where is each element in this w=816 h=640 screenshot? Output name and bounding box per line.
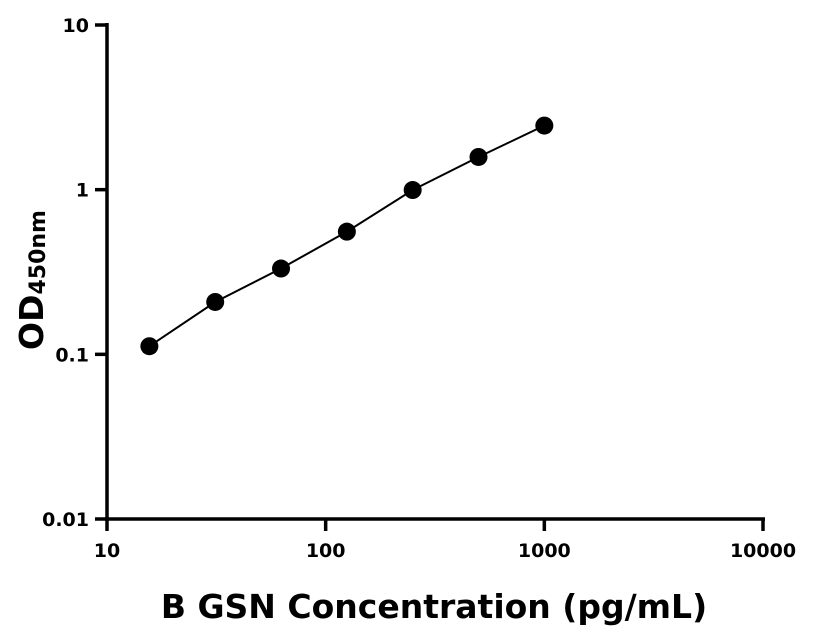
- data-points: [140, 116, 554, 356]
- y-axis-title-main: OD: [12, 295, 51, 350]
- data-point: [140, 337, 159, 356]
- y-tick-label: 10: [63, 15, 89, 37]
- x-tick-label: 10000: [730, 540, 796, 562]
- x-tick-label: 1000: [518, 540, 571, 562]
- data-point: [206, 292, 225, 311]
- y-axis-title-sub: 450nm: [26, 210, 51, 295]
- y-tick-label: 0.1: [55, 344, 89, 366]
- x-tick-label: 100: [306, 540, 346, 562]
- x-axis-title: B GSN Concentration (pg/mL): [161, 587, 707, 626]
- data-point: [272, 259, 291, 278]
- y-axis-title: OD450nm: [12, 210, 51, 350]
- x-ticks: 10 100 1000 10000: [94, 519, 796, 562]
- data-point: [403, 181, 422, 200]
- x-tick-label: 10: [94, 540, 120, 562]
- y-tick-label: 0.01: [42, 509, 89, 531]
- axes: [105, 23, 765, 521]
- y-ticks: 0.01 0.1 1 10: [42, 15, 107, 531]
- data-point: [469, 147, 488, 166]
- data-point: [535, 116, 554, 135]
- data-point: [337, 222, 356, 241]
- y-tick-label: 1: [76, 180, 89, 202]
